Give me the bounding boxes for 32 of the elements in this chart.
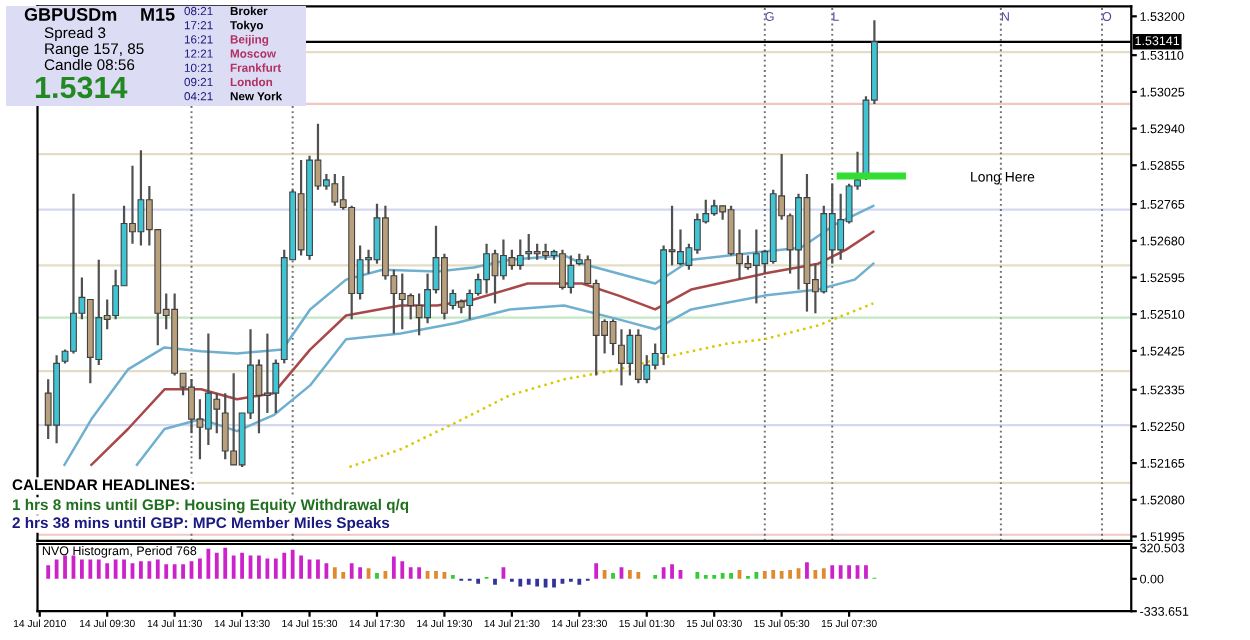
candlestick: [508, 248, 516, 271]
candlestick: [415, 292, 423, 337]
candlestick: [263, 332, 271, 415]
candlestick: [559, 248, 566, 291]
candlestick: [204, 332, 212, 447]
annotation: 1.5314: [35, 76, 128, 99]
candlestick: [137, 149, 145, 247]
candlestick: [255, 358, 263, 435]
candlestick: [221, 392, 229, 461]
candlestick: [752, 228, 760, 305]
candlestick: [634, 328, 642, 385]
line-series: [348, 302, 875, 469]
annotation: GBPUSDm: [24, 8, 117, 21]
candlestick: [618, 328, 625, 387]
candlestick: [677, 228, 684, 267]
candlestick: [626, 328, 634, 377]
candlestick: [272, 358, 280, 415]
candlestick: [188, 378, 195, 435]
candlestick: [230, 372, 238, 466]
annotation: M15: [141, 8, 175, 21]
candlestick: [95, 258, 103, 367]
candlestick: [331, 172, 339, 207]
candlestick: [70, 192, 77, 355]
candlestick: [516, 238, 524, 271]
candlestick: [542, 242, 550, 261]
candlestick: [567, 254, 575, 295]
candlestick: [407, 292, 415, 321]
line-series: [135, 262, 875, 467]
candlestick: [837, 192, 845, 261]
candlestick: [525, 232, 533, 261]
candlestick: [213, 392, 221, 435]
candlestick: [398, 272, 406, 331]
